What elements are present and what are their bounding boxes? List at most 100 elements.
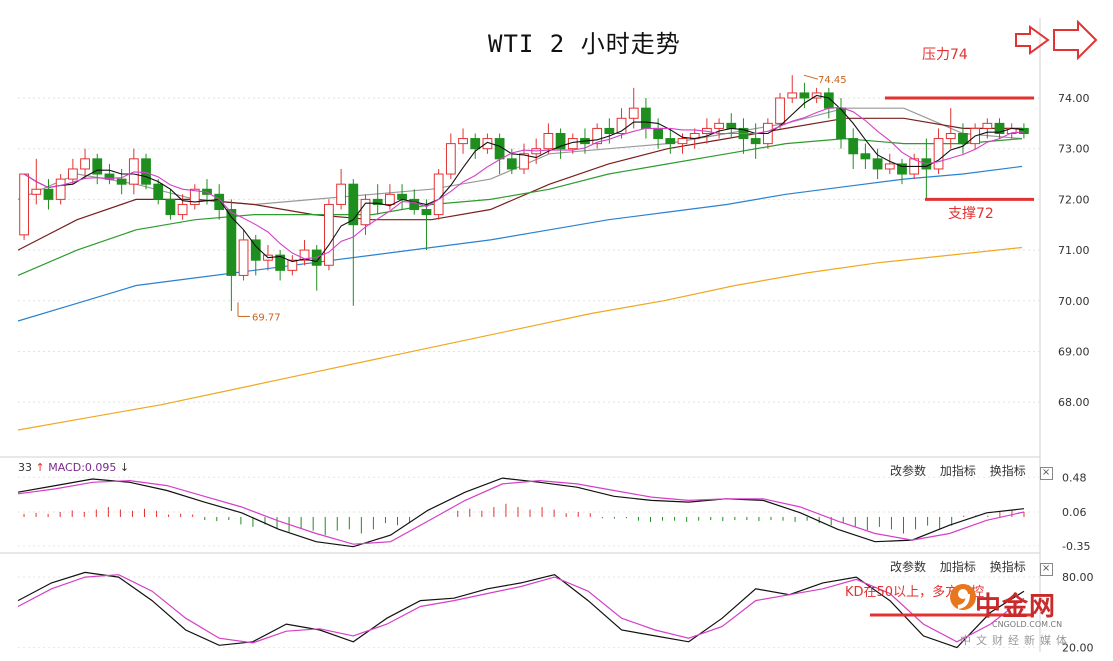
price-tick-label: 70.00 xyxy=(1058,295,1090,308)
candle-body xyxy=(92,158,103,175)
candle-body xyxy=(543,132,554,150)
cngold-logo-icon xyxy=(950,584,976,610)
price-tick-label: 69.00 xyxy=(1058,345,1090,358)
kd-close-icon[interactable]: × xyxy=(1039,563,1053,576)
candle-body xyxy=(324,203,334,266)
candle-body xyxy=(445,143,456,175)
candle-body xyxy=(189,188,200,205)
red-arrow-icon xyxy=(1015,25,1050,55)
candle-body xyxy=(433,173,444,216)
candle-body xyxy=(775,97,785,124)
candle-body xyxy=(287,259,298,271)
moving-average-line xyxy=(17,246,1023,431)
candle-body xyxy=(348,183,359,226)
candle-body xyxy=(214,193,225,211)
candle-body xyxy=(787,92,798,99)
macd-down-arrow: ↓ xyxy=(119,461,130,474)
candle-body xyxy=(836,107,846,140)
candle-body xyxy=(519,153,529,170)
macd-prefix: 33 xyxy=(18,461,32,474)
moving-average-line xyxy=(17,165,1023,322)
candle-body xyxy=(67,168,78,180)
candle-body xyxy=(982,122,993,129)
low-mark-label: 69.77 xyxy=(252,312,281,323)
macd-close-icon[interactable]: × xyxy=(1039,467,1053,480)
candle-body xyxy=(80,158,90,170)
candle-body xyxy=(726,122,737,129)
kd-note: KD在50以上，多方掌控 xyxy=(845,585,985,600)
candle-body xyxy=(616,117,627,134)
price-tick-label: 74.00 xyxy=(1058,92,1090,105)
pressure-label: 压力74 xyxy=(922,47,968,63)
candle-body xyxy=(409,198,420,211)
support-label: 支撑72 xyxy=(948,206,994,222)
kd-panel-buttons: 改参数 加指标 换指标 × xyxy=(890,558,1053,576)
macd-value: MACD:0.095 xyxy=(48,461,117,474)
moving-average-line xyxy=(17,117,1022,251)
price-tick-label: 73.00 xyxy=(1058,143,1090,156)
candle-body xyxy=(238,239,249,276)
high-mark-pointer xyxy=(803,74,819,80)
candle-body xyxy=(848,138,859,155)
candle-body xyxy=(641,107,651,129)
candle-body xyxy=(592,127,603,145)
candle-body xyxy=(372,198,383,205)
macd-label: 33 ↑ MACD:0.095 ↓ xyxy=(18,461,129,474)
candle-body xyxy=(897,163,907,175)
candle-body xyxy=(55,178,66,200)
candle-body xyxy=(384,193,395,205)
red-arrow-icon xyxy=(1053,19,1098,61)
macd-line xyxy=(17,477,1025,548)
candle-body xyxy=(153,183,164,200)
candle-body xyxy=(872,158,883,170)
candle-body xyxy=(299,249,310,261)
macd-tick-label: 0.06 xyxy=(1062,506,1087,519)
logo-url: CNGOLD.COM.CN xyxy=(992,620,1063,629)
candle-body xyxy=(555,132,566,150)
macd-tick-label: -0.35 xyxy=(1062,540,1090,553)
candle-body xyxy=(141,158,151,185)
candle-body xyxy=(421,209,432,216)
candle-body xyxy=(165,198,176,216)
macd-tick-label: 0.48 xyxy=(1062,471,1087,484)
macd-line xyxy=(17,479,1025,545)
candle-body xyxy=(43,188,54,200)
candle-body xyxy=(336,183,346,205)
macd-add-indicator-button[interactable]: 加指标 xyxy=(939,464,976,478)
candle-body xyxy=(506,158,517,170)
high-mark-label: 74.45 xyxy=(818,75,847,86)
mid-ma-line xyxy=(23,106,1024,260)
candle-body xyxy=(177,203,188,216)
candle-body xyxy=(458,138,468,145)
candle-body xyxy=(31,188,42,195)
candle-body xyxy=(104,173,115,180)
kd-add-indicator-button[interactable]: 加指标 xyxy=(939,560,976,574)
candle-body xyxy=(604,127,615,134)
candle-body xyxy=(677,138,688,145)
candle-body xyxy=(397,193,407,200)
price-tick-label: 68.00 xyxy=(1058,396,1090,409)
chart-title: WTI 2 小时走势 xyxy=(488,30,681,58)
macd-switch-indicator-button[interactable]: 换指标 xyxy=(989,464,1026,478)
candle-body xyxy=(360,198,371,226)
candle-body xyxy=(799,92,810,99)
price-tick-label: 71.00 xyxy=(1058,244,1090,257)
candle-body xyxy=(958,132,968,145)
candle-body xyxy=(19,173,29,236)
macd-change-params-button[interactable]: 改参数 xyxy=(890,464,927,478)
kd-tick-label: 20.00 xyxy=(1062,642,1094,655)
candle-body xyxy=(1019,127,1029,134)
kd-line xyxy=(17,571,1025,649)
candle-body xyxy=(653,127,664,140)
kd-change-params-button[interactable]: 改参数 xyxy=(890,560,927,574)
macd-up-arrow: ↑ xyxy=(35,461,45,474)
kd-tick-label: 80.00 xyxy=(1062,571,1094,584)
candle-body xyxy=(226,209,237,276)
short-ma-line xyxy=(23,94,1024,263)
kd-switch-indicator-button[interactable]: 换指标 xyxy=(989,560,1026,574)
candle-body xyxy=(628,107,639,119)
candle-body xyxy=(665,138,676,145)
candle-body xyxy=(933,138,944,170)
